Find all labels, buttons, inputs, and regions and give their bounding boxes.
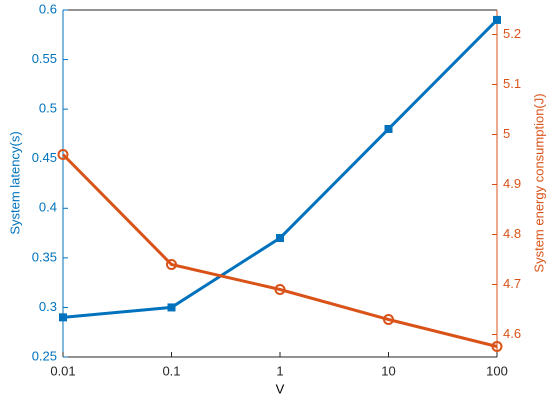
y-axis-label: System latency(s) xyxy=(7,131,22,234)
x-tick-label: 10 xyxy=(381,363,395,378)
y2-axis-label: System energy consumption(J) xyxy=(531,93,546,272)
marker xyxy=(276,234,284,243)
x-tick-label: 100 xyxy=(486,363,508,378)
y2-tick-label: 5.1 xyxy=(503,76,521,91)
y-tick-label: 0.45 xyxy=(32,150,57,165)
marker xyxy=(59,313,67,322)
marker xyxy=(166,259,177,270)
marker xyxy=(384,124,393,133)
y-tick-label: 0.25 xyxy=(32,348,57,363)
y-tick-label: 0.4 xyxy=(39,200,57,215)
x-tick-label: 0.01 xyxy=(50,363,75,378)
marker xyxy=(491,341,503,352)
marker xyxy=(383,314,394,325)
y2-tick-label: 4.7 xyxy=(503,276,521,291)
y2-tick-label: 5 xyxy=(503,126,510,141)
marker xyxy=(493,15,501,24)
y-tick-label: 0.55 xyxy=(32,51,57,66)
marker xyxy=(57,149,69,160)
y2-tick-label: 4.8 xyxy=(503,226,521,241)
y-tick-label: 0.35 xyxy=(32,249,57,264)
marker xyxy=(274,284,286,295)
series-line xyxy=(62,18,499,319)
y2-tick-label: 5.2 xyxy=(503,26,521,41)
series-line xyxy=(61,153,498,348)
y-tick-label: 0.5 xyxy=(39,101,57,116)
y2-tick-label: 4.6 xyxy=(503,326,521,341)
marker xyxy=(167,303,176,312)
y2-tick-label: 4.9 xyxy=(503,176,521,191)
x-tick-label: 1 xyxy=(276,363,283,378)
x-tick-label: 0.1 xyxy=(162,363,180,378)
y-tick-label: 0.6 xyxy=(39,1,57,16)
x-axis-label: V xyxy=(276,381,285,396)
y-tick-label: 0.3 xyxy=(39,299,57,314)
